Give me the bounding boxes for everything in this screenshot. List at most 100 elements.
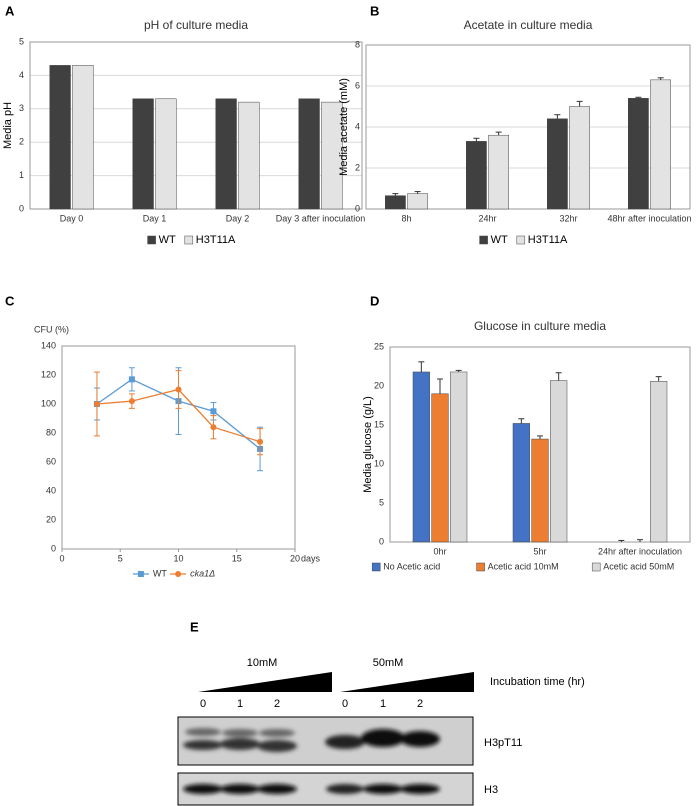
x-tick-label: 8h — [401, 213, 411, 223]
legend-swatch — [516, 235, 526, 245]
lane-label: 0 — [200, 698, 206, 710]
y-axis-label: Media pH — [2, 102, 14, 149]
legend-label: No Acetic acid — [383, 561, 440, 571]
bar — [49, 65, 71, 210]
x-tick-label: 5hr — [533, 546, 546, 556]
error-bar — [555, 372, 562, 381]
x-tick-label: Day 2 — [226, 213, 250, 223]
x-tick-label: 5 — [118, 553, 123, 563]
error-bar — [495, 131, 502, 136]
y-tick-label: 20 — [374, 380, 384, 390]
bar — [650, 381, 668, 543]
y-axis-label: Media acetate (mM) — [338, 78, 350, 176]
legend-label: cka1Δ — [190, 568, 215, 578]
y-tick-label: 0 — [355, 203, 360, 213]
marker — [128, 376, 135, 383]
bar — [298, 98, 320, 210]
bar — [628, 98, 649, 210]
x-tick-label: 15 — [232, 553, 242, 563]
legend-label: H3T11A — [528, 234, 568, 246]
lane-label: 2 — [417, 698, 423, 710]
bands — [183, 728, 440, 752]
bar — [431, 393, 449, 543]
legend-label: Acetic acid 50mM — [603, 561, 674, 571]
y-axis-label: Media glucose (g/L) — [362, 396, 374, 493]
y-tick-label: 2 — [355, 162, 360, 172]
error-bar — [418, 361, 425, 372]
legend-swatch — [479, 235, 488, 245]
y-tick-label: 1 — [19, 170, 24, 180]
panel-label: D — [370, 293, 379, 308]
y-tick-label: 100 — [41, 398, 56, 408]
error-bar — [518, 418, 525, 424]
error-bar — [655, 376, 662, 382]
bar — [450, 371, 468, 543]
error-bar — [637, 539, 643, 542]
error-bar — [392, 193, 399, 196]
y-tick-label: 0 — [51, 543, 56, 553]
chart-title: Acetate in culture media — [464, 18, 593, 32]
y-tick-label: 15 — [374, 419, 384, 429]
error-bar — [554, 114, 561, 119]
legend-swatch — [184, 235, 194, 245]
y-tick-label: 120 — [41, 369, 56, 379]
error-bar — [635, 96, 642, 99]
plot-frame — [29, 41, 363, 210]
x-axis-label: days — [301, 553, 321, 563]
legend-swatch — [371, 562, 381, 572]
legend-swatch — [476, 562, 485, 572]
y-tick-label: 2 — [19, 137, 24, 147]
lane-label: 2 — [274, 698, 280, 710]
bar — [488, 134, 509, 210]
bar — [550, 380, 568, 543]
panel-label: A — [5, 3, 15, 18]
chart-title: pH of culture media — [144, 18, 248, 32]
legend-label: Acetic acid 10mM — [488, 561, 559, 571]
legend-label: WT — [153, 568, 167, 578]
blot-label: H3pT11 — [484, 737, 522, 749]
y-tick-label: 40 — [46, 485, 56, 495]
marker — [128, 398, 135, 405]
x-tick-label: 10 — [173, 553, 183, 563]
ramp — [198, 672, 332, 692]
x-tick-label: 20 — [290, 553, 300, 563]
y-tick-label: 4 — [19, 70, 24, 80]
legend-label: H3T11A — [196, 234, 236, 246]
legend-swatch — [147, 235, 156, 245]
bar — [531, 438, 549, 543]
bar — [407, 193, 428, 210]
marker — [175, 386, 182, 393]
legend-label: WT — [491, 234, 508, 246]
bar — [321, 101, 343, 210]
panel-e: E 10mM 50mM Incubation time (hr) H3pT11 … — [177, 619, 585, 806]
chart-title: Glucose in culture media — [474, 319, 606, 333]
y-tick-label: 0 — [19, 203, 24, 213]
legend-marker — [137, 571, 144, 577]
y-tick-label: 8 — [355, 39, 360, 49]
bar — [466, 141, 487, 210]
marker — [257, 438, 264, 445]
x-tick-label: Day 0 — [60, 213, 84, 223]
y-tick-label: 60 — [46, 456, 56, 466]
y-tick-label: 25 — [374, 341, 384, 351]
x-tick-label: 0hr — [433, 546, 446, 556]
error-bar — [657, 77, 664, 80]
legend-swatch — [591, 562, 601, 572]
y-tick-label: 20 — [46, 514, 56, 524]
bar — [155, 98, 177, 210]
legend-marker — [175, 571, 182, 577]
bar — [238, 101, 260, 210]
y-tick-label: 3 — [19, 103, 24, 113]
panel-label: E — [190, 619, 199, 634]
x-tick-label: 0 — [59, 553, 64, 563]
error-bar — [414, 191, 421, 194]
ramp-label: Incubation time (hr) — [490, 676, 585, 688]
error-bar — [473, 137, 480, 142]
y-tick-label: 5 — [19, 36, 24, 46]
bar — [547, 118, 568, 210]
group-label: 50mM — [373, 657, 404, 669]
y-tick-label: 5 — [379, 497, 384, 507]
marker — [93, 401, 100, 407]
y-tick-label: 4 — [355, 121, 360, 131]
